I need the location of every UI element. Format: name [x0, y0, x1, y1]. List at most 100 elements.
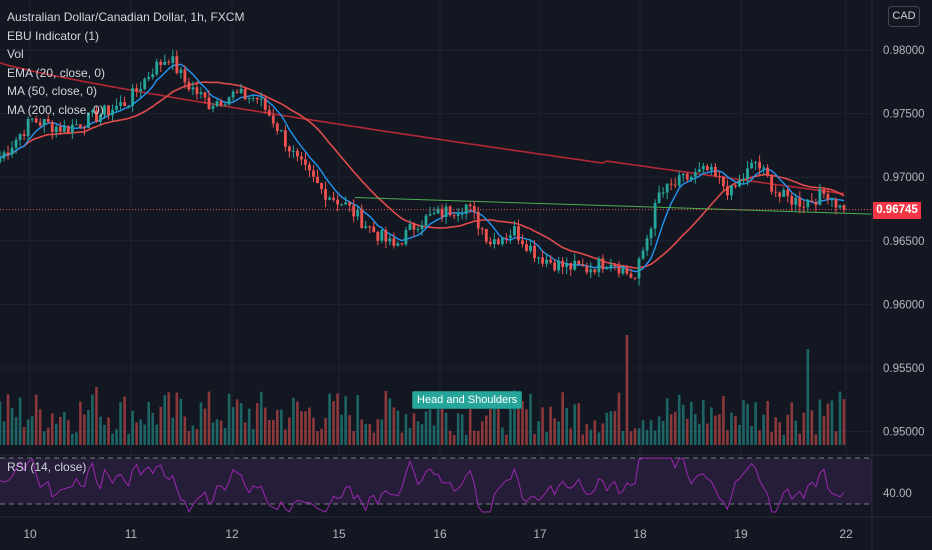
- pattern-label[interactable]: Head and Shoulders: [412, 391, 523, 409]
- candle-body: [312, 170, 315, 177]
- candle-body: [384, 230, 388, 242]
- legend-symbol[interactable]: Australian Dollar/Canadian Dollar, 1h, F…: [7, 10, 245, 24]
- candle-body: [597, 258, 601, 273]
- candle-body: [661, 192, 665, 194]
- volume-bar: [304, 411, 307, 445]
- rsi-label[interactable]: RSI (14, close): [7, 460, 87, 474]
- volume-bar: [412, 413, 416, 445]
- candle-body: [95, 110, 98, 122]
- volume-bar: [613, 411, 617, 445]
- volume-bar: [30, 416, 34, 445]
- volume-bar: [223, 427, 227, 445]
- volume-bar: [195, 428, 199, 445]
- legend-ma200[interactable]: MA (200, close, 0): [7, 102, 104, 117]
- volume-bar: [348, 415, 351, 445]
- candle-body: [400, 243, 404, 245]
- volume-bar: [529, 393, 532, 445]
- volume-bar: [541, 407, 544, 445]
- candle-body: [657, 192, 661, 203]
- candle-body: [605, 267, 609, 270]
- candle-body: [263, 98, 267, 110]
- volume-bar: [448, 430, 452, 445]
- legend-vol[interactable]: Vol: [7, 47, 24, 61]
- volume-bar: [641, 420, 645, 445]
- volume-bar: [368, 424, 372, 445]
- volume-bar: [770, 431, 773, 445]
- volume-bar: [830, 400, 834, 445]
- volume-bar: [553, 418, 556, 445]
- candle-body: [794, 197, 798, 205]
- volume-bar: [271, 419, 275, 445]
- candle-body: [838, 205, 842, 208]
- candle-body: [669, 183, 673, 185]
- candle-body: [376, 232, 380, 241]
- candle-body: [215, 101, 219, 107]
- candle-body: [42, 119, 46, 126]
- volume-bar: [284, 429, 287, 445]
- candle-body: [171, 56, 175, 63]
- volume-bar: [513, 390, 516, 445]
- rsi-tick: 40.00: [883, 488, 912, 500]
- legend-ema[interactable]: EMA (20, close, 0): [7, 65, 106, 80]
- volume-bar: [549, 406, 552, 445]
- volume-bar: [762, 414, 765, 445]
- currency-button[interactable]: CAD: [888, 6, 920, 27]
- legend-ebu[interactable]: EBU Indicator (1): [7, 28, 100, 43]
- legend-ma50[interactable]: MA (50, close, 0): [7, 84, 98, 98]
- volume-bar: [609, 411, 613, 445]
- candle-body: [163, 61, 167, 65]
- candle-body: [677, 175, 681, 186]
- volume-bar: [388, 398, 392, 445]
- candle-body: [830, 199, 834, 201]
- candle-body: [577, 260, 581, 265]
- volume-bar: [392, 407, 396, 445]
- candle-body: [806, 200, 810, 208]
- candle-body: [388, 238, 392, 242]
- volume-bar: [653, 430, 657, 445]
- volume-bar: [404, 414, 408, 445]
- volume-bar: [472, 430, 476, 445]
- candle-body: [533, 245, 536, 259]
- candle-body: [673, 184, 677, 186]
- candle-body: [151, 74, 155, 77]
- volume-bar: [58, 416, 62, 445]
- candle-body: [448, 206, 452, 216]
- volume-bar: [171, 417, 175, 445]
- volume-bar: [637, 428, 641, 445]
- volume-bar: [826, 403, 830, 445]
- candle-body: [70, 124, 74, 133]
- volume-bar: [10, 408, 14, 445]
- volume-bar: [806, 349, 810, 445]
- volume-bar: [645, 429, 649, 445]
- candle-body: [179, 69, 183, 74]
- candle-body: [396, 243, 400, 246]
- volume-bar: [255, 403, 259, 445]
- candle-body: [557, 260, 561, 271]
- volume-bar: [710, 407, 713, 445]
- candle-body: [722, 176, 725, 187]
- volume-bar: [432, 425, 436, 445]
- candle-body: [332, 197, 335, 200]
- candle-body: [517, 226, 520, 241]
- candle-body: [553, 262, 557, 271]
- volume-bar: [722, 396, 725, 445]
- volume-bar: [360, 419, 364, 445]
- candle-body: [103, 105, 106, 116]
- candle-body: [428, 214, 432, 216]
- candle-body: [509, 235, 512, 239]
- candle-body: [645, 238, 649, 251]
- volume-bar: [263, 407, 267, 445]
- candle-body: [143, 78, 147, 90]
- volume-bar: [163, 395, 167, 445]
- volume-bar: [247, 408, 251, 445]
- volume-bar: [292, 397, 295, 445]
- candle-body: [107, 105, 110, 116]
- volume-bar: [259, 391, 263, 445]
- candle-body: [653, 202, 657, 229]
- candle-body: [167, 61, 171, 63]
- candle-body: [842, 205, 846, 210]
- candle-body: [199, 92, 203, 95]
- volume-bar: [340, 414, 343, 445]
